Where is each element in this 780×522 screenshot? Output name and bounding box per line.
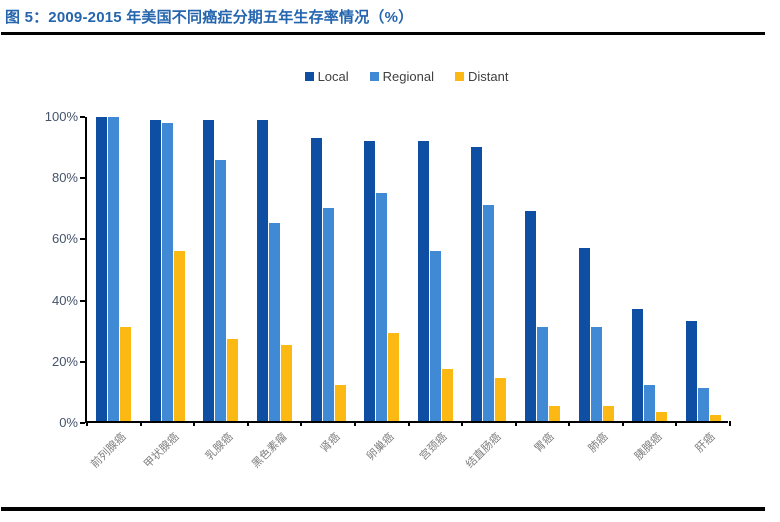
bar-distant-4 [334, 384, 346, 421]
y-axis-tick [80, 299, 85, 302]
x-axis-tick [353, 421, 356, 426]
bar-distant-2 [227, 338, 239, 421]
legend-item-regional: Regional [369, 69, 434, 84]
bar-group-7 [462, 117, 516, 421]
x-axis-tick [461, 421, 464, 426]
bar-local-1 [149, 120, 161, 421]
bar-distant-1 [173, 250, 185, 421]
x-axis-tick [514, 421, 517, 426]
legend-label: Regional [382, 69, 434, 84]
bar-group-0 [87, 117, 141, 421]
bar-group-8 [516, 117, 570, 421]
figure-title: 图 5：2009-2015 年美国不同癌症分期五年生存率情况（%） [5, 9, 414, 26]
bar-group-6 [409, 117, 463, 421]
bar-regional-9 [590, 326, 602, 421]
bottom-divider [1, 507, 765, 511]
bar-group-11 [676, 117, 730, 421]
bar-local-4 [310, 138, 322, 421]
bar-distant-9 [602, 405, 614, 421]
chart-legend: Local Regional Distant [85, 69, 728, 84]
legend-label: Distant [467, 69, 509, 84]
bar-group-3 [248, 117, 302, 421]
bar-group-5 [355, 117, 409, 421]
bar-local-2 [203, 120, 215, 421]
bar-distant-7 [495, 378, 507, 421]
bar-regional-6 [429, 250, 441, 421]
bar-group-9 [569, 117, 623, 421]
x-axis-tick [86, 421, 88, 426]
y-axis-label: 40% [51, 292, 78, 308]
x-axis-tick [193, 421, 196, 426]
x-axis-tick [246, 421, 249, 426]
bar-local-10 [632, 308, 644, 421]
bar-regional-11 [697, 387, 709, 421]
y-axis-tick [80, 360, 85, 363]
legend-swatch-local [304, 72, 314, 81]
bar-regional-2 [215, 159, 227, 421]
title-divider [1, 32, 765, 35]
bar-distant-3 [281, 345, 293, 421]
bar-regional-7 [483, 205, 495, 421]
x-axis-tick [675, 421, 678, 426]
bar-local-3 [257, 120, 269, 421]
bar-local-6 [417, 141, 429, 421]
bar-distant-11 [709, 414, 721, 421]
bar-regional-4 [322, 208, 334, 421]
legend-item-local: Local [304, 69, 349, 84]
bar-local-8 [524, 211, 536, 421]
legend-item-distant: Distant [454, 69, 509, 84]
y-axis-label: 20% [51, 353, 78, 369]
bar-distant-0 [120, 326, 132, 421]
x-axis-tick [139, 421, 142, 426]
bar-distant-5 [388, 332, 400, 421]
y-axis-tick [80, 116, 85, 118]
x-axis-tick [407, 421, 410, 426]
y-axis-tick [80, 177, 85, 180]
bar-local-0 [96, 117, 108, 421]
bar-regional-5 [376, 193, 388, 421]
y-axis-label: 80% [51, 170, 78, 186]
y-axis-label: 100% [44, 109, 78, 124]
bar-group-1 [141, 117, 195, 421]
legend-swatch-regional [369, 72, 379, 81]
bar-local-5 [364, 141, 376, 421]
plot-area: 0% 20% 40% 60% 80% 100% 前列腺癌 甲状腺癌 乳腺癌 黑色素瘤 肾癌 卵巢癌 宫颈… [45, 109, 731, 471]
bar-local-9 [578, 247, 590, 421]
bar-distant-8 [548, 405, 560, 421]
bar-regional-0 [108, 117, 120, 421]
y-axis-tick [80, 238, 85, 241]
bar-regional-1 [161, 123, 173, 421]
legend-swatch-distant [454, 72, 464, 81]
bar-group-10 [623, 117, 677, 421]
x-axis-tick [621, 421, 624, 426]
x-axis-tick [568, 421, 571, 426]
bar-regional-8 [536, 326, 548, 421]
bar-local-7 [471, 147, 483, 421]
bar-local-11 [685, 320, 697, 421]
bar-distant-10 [656, 411, 668, 421]
bar-distant-6 [441, 369, 453, 421]
bar-regional-10 [644, 384, 656, 421]
x-axis-tick [729, 421, 731, 426]
y-axis-label: 0% [59, 415, 78, 430]
bar-regional-3 [269, 223, 281, 421]
y-axis-tick [80, 422, 85, 424]
bar-group-4 [301, 117, 355, 421]
y-axis-label: 60% [51, 231, 78, 247]
bar-group-2 [194, 117, 248, 421]
x-axis-tick [300, 421, 303, 426]
legend-label: Local [317, 69, 349, 84]
